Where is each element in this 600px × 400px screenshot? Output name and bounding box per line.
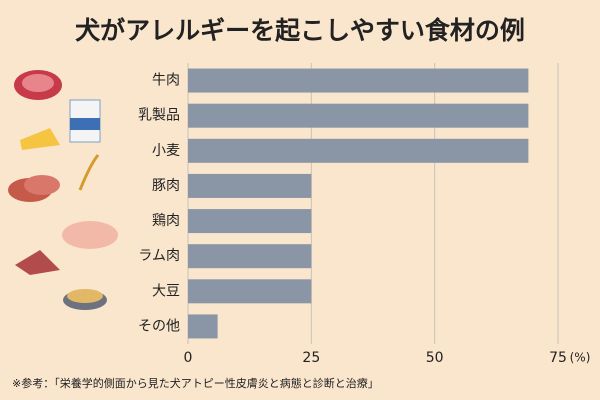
food-icons	[8, 70, 118, 310]
bar	[188, 244, 312, 269]
bar	[188, 209, 312, 234]
y-tick-label: 豚肉	[152, 178, 180, 194]
x-tick-label: 75	[549, 350, 567, 366]
bar	[188, 314, 218, 339]
y-tick-label: 大豆	[152, 283, 180, 299]
y-tick-label: 牛肉	[152, 73, 180, 89]
y-tick-label: 小麦	[152, 143, 180, 159]
bar	[188, 173, 312, 198]
x-tick-label: 25	[302, 350, 320, 366]
x-tick-label: 50	[426, 350, 444, 366]
chart-title: 犬がアレルギーを起こしやすい食材の例	[75, 16, 525, 45]
bar	[188, 279, 312, 304]
x-tick-label: 0	[184, 350, 193, 366]
bar	[188, 68, 529, 93]
x-unit: (%)	[570, 351, 591, 365]
y-tick-label: 鶏肉	[152, 213, 180, 229]
y-tick-label: 乳製品	[138, 108, 180, 124]
bar	[188, 138, 529, 163]
bar	[188, 103, 529, 128]
y-tick-label: ラム肉	[138, 248, 180, 264]
y-tick-label: その他	[138, 318, 180, 334]
footnote: ※参考：「栄養学的側面から見た犬アトピー性皮膚炎と病態と診断と治療」	[12, 376, 379, 390]
